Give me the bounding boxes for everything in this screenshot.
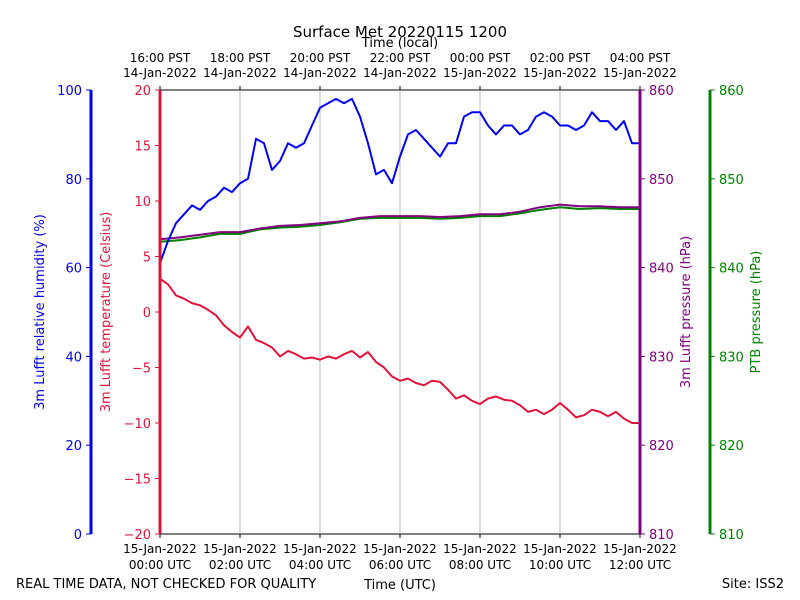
top-tick-local-date: 15-Jan-2022 — [603, 66, 677, 80]
tick-label-rh: 20 — [65, 439, 82, 454]
tick-label-temp: 15 — [134, 140, 151, 155]
tick-label-ptb: 850 — [719, 173, 744, 188]
x-tick-utc-date: 15-Jan-2022 — [203, 542, 277, 556]
tick-label-ptb: 840 — [719, 262, 744, 277]
x-tick-utc-time: 06:00 UTC — [369, 558, 431, 572]
tick-label-temp: −5 — [132, 362, 151, 377]
series-line-temp — [159, 277, 640, 424]
axis-label-pres: 3m Lufft pressure (hPa) — [679, 236, 694, 388]
tick-label-temp: −20 — [124, 528, 151, 543]
x-tick-utc-time: 12:00 UTC — [609, 558, 671, 572]
top-tick-local-date: 15-Jan-2022 — [523, 66, 597, 80]
quality-disclaimer: REAL TIME DATA, NOT CHECKED FOR QUALITY — [16, 577, 316, 592]
tick-label-pres: 840 — [649, 262, 674, 277]
series-line-pres — [159, 203, 640, 241]
axis-label-ptb: PTB pressure (hPa) — [749, 251, 764, 374]
tick-label-ptb: 810 — [719, 528, 744, 543]
tick-label-temp: −15 — [124, 473, 151, 488]
tick-label-rh: 40 — [65, 350, 82, 365]
series-line-ptb — [159, 206, 640, 243]
axis-label-temp: 3m Lufft temperature (Celsius) — [99, 212, 114, 413]
top-tick-local-date: 15-Jan-2022 — [443, 66, 517, 80]
tick-label-rh: 0 — [74, 528, 82, 543]
tick-label-ptb: 860 — [719, 84, 744, 99]
bottom-axis-label: Time (UTC) — [363, 578, 436, 593]
top-tick-local-date: 14-Jan-2022 — [283, 66, 357, 80]
tick-label-temp: 0 — [143, 306, 151, 321]
top-tick-local-time: 04:00 PST — [610, 51, 671, 65]
top-tick-local-date: 14-Jan-2022 — [363, 66, 437, 80]
top-tick-local-time: 22:00 PST — [370, 51, 431, 65]
top-tick-local-date: 14-Jan-2022 — [203, 66, 277, 80]
x-tick-utc-time: 10:00 UTC — [529, 558, 591, 572]
tick-label-ptb: 830 — [719, 350, 744, 365]
tick-label-temp: 10 — [134, 195, 151, 210]
top-tick-local-date: 14-Jan-2022 — [123, 66, 197, 80]
tick-label-temp: 5 — [143, 251, 151, 266]
series-line-rh — [159, 97, 640, 264]
tick-label-rh: 60 — [65, 262, 82, 277]
x-tick-utc-time: 02:00 UTC — [209, 558, 271, 572]
x-tick-utc-time: 00:00 UTC — [129, 558, 191, 572]
tick-label-rh: 80 — [65, 173, 82, 188]
site-label: Site: ISS2 — [722, 577, 784, 592]
x-tick-utc-date: 15-Jan-2022 — [443, 542, 517, 556]
x-tick-utc-time: 08:00 UTC — [449, 558, 511, 572]
tick-label-pres: 850 — [649, 173, 674, 188]
tick-label-pres: 860 — [649, 84, 674, 99]
tick-label-pres: 810 — [649, 528, 674, 543]
x-tick-utc-date: 15-Jan-2022 — [363, 542, 437, 556]
top-tick-local-time: 02:00 PST — [530, 51, 591, 65]
tick-label-pres: 830 — [649, 350, 674, 365]
top-tick-local-time: 18:00 PST — [210, 51, 271, 65]
top-tick-local-time: 00:00 PST — [450, 51, 511, 65]
tick-label-rh: 100 — [57, 84, 82, 99]
chart-title: Surface Met 20220115 1200 — [293, 23, 507, 41]
tick-label-pres: 820 — [649, 439, 674, 454]
tick-label-temp: 20 — [134, 84, 151, 99]
top-axis-label: Time (local) — [361, 36, 438, 51]
top-tick-local-time: 20:00 PST — [290, 51, 351, 65]
tick-label-ptb: 820 — [719, 439, 744, 454]
axis-label-rh: 3m Lufft relative humidity (%) — [33, 214, 48, 410]
tick-label-temp: −10 — [124, 417, 151, 432]
x-tick-utc-time: 04:00 UTC — [289, 558, 351, 572]
top-tick-local-time: 16:00 PST — [130, 51, 191, 65]
x-tick-utc-date: 15-Jan-2022 — [123, 542, 197, 556]
x-tick-utc-date: 15-Jan-2022 — [523, 542, 597, 556]
x-tick-utc-date: 15-Jan-2022 — [283, 542, 357, 556]
x-tick-utc-date: 15-Jan-2022 — [603, 542, 677, 556]
